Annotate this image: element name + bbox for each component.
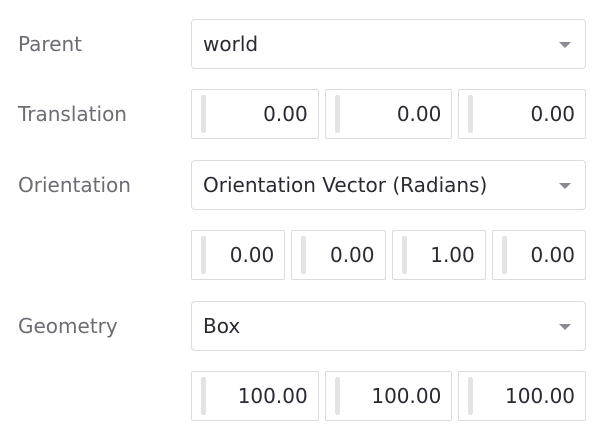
translation-z-input[interactable]: 0.00 [458, 89, 587, 139]
parent-label: Parent [18, 32, 83, 56]
geometry-type: Box [203, 314, 241, 338]
translation-inputs: 0.00 0.00 0.00 [191, 89, 587, 139]
chevron-down-icon [559, 183, 571, 189]
orientation-label: Orientation [18, 173, 131, 197]
orientation-select[interactable]: Orientation Vector (Radians) [191, 160, 586, 210]
geometry-label: Geometry [18, 314, 118, 338]
parent-select[interactable]: world [191, 19, 586, 69]
geometry-x-input[interactable]: 100.00 [191, 371, 319, 421]
geometry-select[interactable]: Box [191, 301, 586, 351]
orientation-mode: Orientation Vector (Radians) [203, 173, 488, 197]
translation-y-input[interactable]: 0.00 [324, 89, 453, 139]
drag-handle[interactable] [468, 95, 474, 133]
drag-handle[interactable] [501, 236, 507, 274]
parent-value: world [203, 32, 259, 56]
drag-handle[interactable] [334, 377, 340, 415]
orientation-y-input[interactable]: 0.00 [291, 230, 386, 280]
orientation-inputs: 0.00 0.00 1.00 0.00 [191, 230, 586, 280]
orientation-x-input[interactable]: 0.00 [191, 230, 286, 280]
drag-handle[interactable] [468, 377, 474, 415]
geometry-y-input[interactable]: 100.00 [324, 371, 453, 421]
drag-handle[interactable] [401, 236, 407, 274]
drag-handle[interactable] [334, 95, 340, 133]
drag-handle[interactable] [301, 236, 307, 274]
drag-handle[interactable] [201, 377, 206, 415]
chevron-down-icon [559, 324, 571, 330]
drag-handle[interactable] [201, 95, 206, 133]
orientation-z-input[interactable]: 1.00 [391, 230, 486, 280]
chevron-down-icon [559, 42, 571, 48]
translation-label: Translation [18, 102, 127, 126]
translation-x-input[interactable]: 0.00 [191, 89, 319, 139]
drag-handle[interactable] [201, 236, 206, 274]
orientation-theta-input[interactable]: 0.00 [491, 230, 586, 280]
geometry-inputs: 100.00 100.00 100.00 [191, 371, 587, 421]
geometry-z-input[interactable]: 100.00 [458, 371, 587, 421]
